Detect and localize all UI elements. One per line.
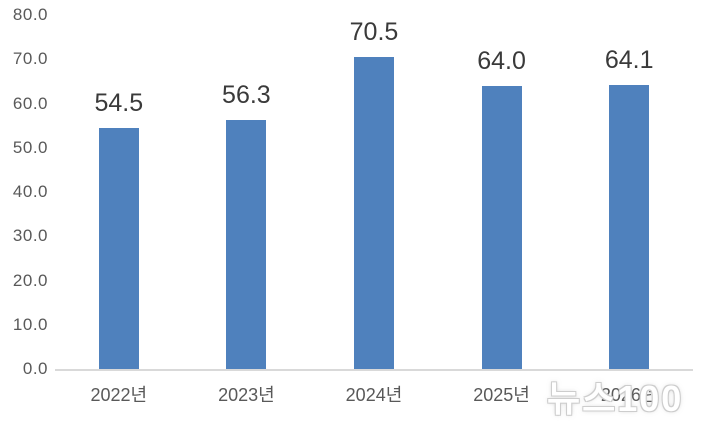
bar-value-label: 56.3 [222, 81, 271, 109]
y-axis-tick-label: 0.0 [22, 359, 48, 378]
bar [609, 85, 650, 369]
x-axis-category-label: 2025년 [473, 385, 530, 405]
y-axis-tick-label: 50.0 [12, 137, 48, 157]
y-axis-tick-label: 40.0 [12, 182, 48, 201]
bar-value-label: 64.1 [604, 46, 654, 74]
bar [353, 57, 394, 369]
plot-area: 54.5 56.3 70.5 64.0 64.1 [55, 15, 693, 371]
bar [226, 120, 267, 369]
bar [98, 128, 139, 369]
y-axis-tick-label: 60.0 [12, 93, 48, 113]
bar-value-label: 64.0 [477, 47, 526, 75]
x-axis-category-label: 2026년 [600, 385, 658, 405]
bar-value-label: 54.5 [94, 89, 144, 117]
x-axis-category-label: 2024년 [345, 385, 403, 405]
y-axis: 0.0 10.0 20.0 30.0 40.0 50.0 60.0 70.0 80.0 [0, 0, 48, 423]
x-axis-category-label: 2022년 [90, 385, 148, 405]
y-axis-tick-label: 20.0 [12, 270, 48, 290]
x-axis: 2022년 2023년 2024년 2025년 2026년 [55, 371, 693, 406]
bar [481, 86, 522, 369]
watermark-logo: 뉴스100 [547, 378, 684, 419]
x-axis-category-label: 2023년 [218, 385, 275, 405]
bar-slot: 54.5 [55, 15, 183, 369]
y-axis-tick-label: 70.0 [12, 49, 48, 69]
bar-slot: 64.0 [438, 15, 566, 369]
y-axis-tick-label: 10.0 [12, 314, 48, 334]
bar-slot: 64.1 [565, 15, 693, 369]
bar-slot: 70.5 [310, 15, 438, 369]
y-axis-tick-label: 30.0 [12, 226, 48, 246]
bar-slot: 56.3 [183, 15, 311, 369]
bar-value-label: 70.5 [349, 18, 399, 46]
y-axis-tick-label: 80.0 [12, 5, 48, 24]
